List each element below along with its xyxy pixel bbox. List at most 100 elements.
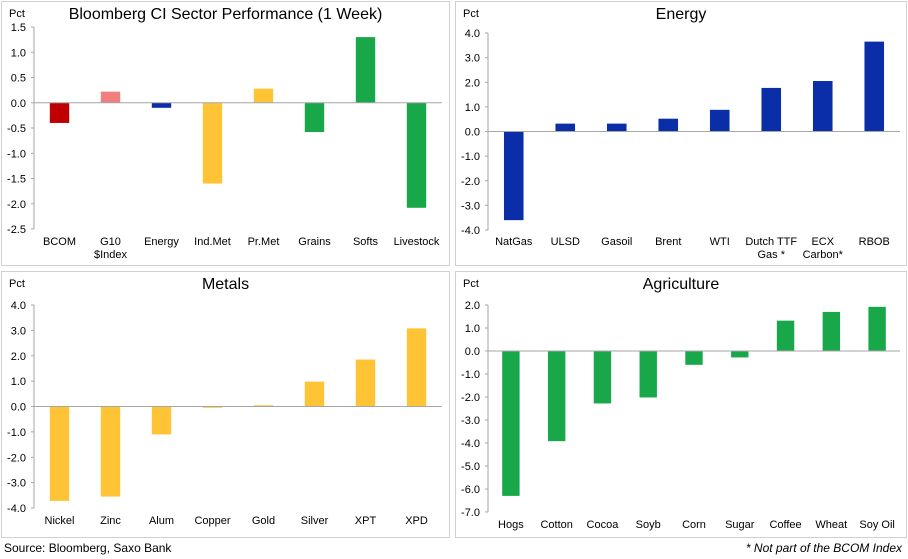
bar bbox=[503, 131, 524, 221]
x-tick-label: Ind.Met bbox=[194, 236, 231, 248]
y-tick-label: -3.0 bbox=[461, 200, 480, 212]
y-tick-label: 4.0 bbox=[465, 28, 480, 40]
x-tick-label: Soyb bbox=[636, 519, 661, 531]
y-tick-label: 0.0 bbox=[465, 346, 480, 358]
y-tick-label: 2.0 bbox=[465, 300, 480, 312]
source-note: Source: Bloomberg, Saxo Bank bbox=[4, 541, 172, 555]
metals-panel: Metals Pct -4.0 -3.0 -2.0 -1.0 0.0 1.0 2.0 3.0 4… bbox=[1, 271, 450, 538]
y-tick-label: -0.5 bbox=[7, 123, 26, 135]
footnote: * Not part of the BCOM Index bbox=[745, 541, 902, 555]
x-tick-label: G10 $Index bbox=[94, 236, 128, 261]
bar bbox=[355, 37, 376, 103]
bar bbox=[709, 109, 730, 132]
bar bbox=[776, 320, 795, 351]
x-tick-label: Cotton bbox=[540, 519, 572, 531]
bar bbox=[151, 406, 172, 435]
y-tick-label: -4.0 bbox=[7, 503, 26, 515]
bar bbox=[253, 88, 274, 103]
bar bbox=[100, 406, 121, 497]
x-tick-label: NatGas bbox=[495, 236, 533, 248]
x-tick-label: Pr.Met bbox=[248, 236, 280, 248]
x-tick-label: XPD bbox=[405, 515, 428, 527]
y-tick-label: -4.0 bbox=[461, 438, 480, 450]
bar bbox=[606, 123, 627, 132]
y-tick-label: 2.0 bbox=[11, 351, 26, 363]
unit-label: Pct bbox=[9, 278, 25, 290]
y-tick-label: 1.5 bbox=[11, 22, 26, 34]
bar bbox=[253, 405, 274, 407]
x-tick-label: RBOB bbox=[859, 236, 890, 248]
y-tick-label: -2.0 bbox=[461, 176, 480, 188]
bar bbox=[822, 311, 841, 351]
y-tick-label: -1.0 bbox=[7, 148, 26, 160]
x-tick-label: Copper bbox=[194, 515, 230, 527]
x-tick-label: Livestock bbox=[394, 236, 440, 248]
bar bbox=[868, 306, 886, 351]
bar bbox=[639, 351, 657, 398]
y-tick-label: -2.5 bbox=[7, 224, 26, 236]
x-tick-label: WTI bbox=[710, 236, 730, 248]
unit-label: Pct bbox=[9, 8, 25, 20]
y-tick-label: 3.0 bbox=[465, 53, 480, 65]
y-tick-label: 4.0 bbox=[11, 300, 26, 312]
bar bbox=[658, 118, 679, 132]
chart-plot: -4.0 -3.0 -2.0 -1.0 0.0 1.0 2.0 3.0 4.0 NatGas ULS… bbox=[461, 28, 900, 261]
y-tick-label: -1.0 bbox=[461, 369, 480, 381]
x-tick-label: Sugar bbox=[725, 519, 755, 531]
bar bbox=[100, 91, 121, 103]
bar bbox=[49, 102, 70, 123]
x-tick-label: Corn bbox=[682, 519, 706, 531]
x-tick-label: ECX Carbon* bbox=[803, 236, 844, 261]
bar bbox=[593, 351, 612, 404]
x-tick-label: Brent bbox=[655, 236, 681, 248]
unit-label: Pct bbox=[463, 8, 479, 20]
bar bbox=[202, 406, 223, 408]
y-tick-label: 2.0 bbox=[465, 77, 480, 89]
y-tick-label: -2.0 bbox=[7, 452, 26, 464]
bar bbox=[304, 102, 325, 133]
bar bbox=[202, 102, 223, 184]
x-tick-label: Softs bbox=[353, 236, 379, 248]
y-tick-label: 0.5 bbox=[11, 73, 26, 85]
bar bbox=[502, 351, 520, 496]
y-tick-label: -5.0 bbox=[461, 461, 480, 473]
bar bbox=[406, 328, 427, 407]
bar bbox=[685, 351, 703, 365]
y-tick-label: -7.0 bbox=[461, 507, 480, 519]
x-tick-label: Silver bbox=[301, 515, 329, 527]
energy-panel: Energy Pct -4.0 -3.0 -2.0 -1.0 0.0 1.0 2.0 3.0 4… bbox=[455, 1, 907, 266]
x-tick-label: Nickel bbox=[45, 515, 75, 527]
chart-plot: -2.5 -2.0 -1.5 -1.0 -0.5 0.0 0.5 1.0 1.5 BCOM G10 $… bbox=[7, 22, 442, 261]
chart-title: Metals bbox=[201, 276, 250, 293]
bar bbox=[406, 102, 427, 208]
y-tick-label: -4.0 bbox=[461, 225, 480, 237]
x-tick-label: Gold bbox=[252, 515, 275, 527]
x-tick-label: Grains bbox=[298, 236, 331, 248]
bar bbox=[304, 381, 325, 407]
unit-label: Pct bbox=[463, 278, 479, 290]
bar bbox=[731, 351, 749, 358]
chart-title: Bloomberg CI Sector Performance (1 Week) bbox=[68, 6, 383, 23]
y-tick-label: 3.0 bbox=[11, 325, 26, 337]
x-tick-label: BCOM bbox=[43, 236, 76, 248]
y-tick-label: 0.0 bbox=[465, 127, 480, 139]
x-tick-label: Zinc bbox=[100, 515, 121, 527]
x-tick-label: Dutch TTF Gas * bbox=[745, 236, 797, 261]
x-tick-label: Energy bbox=[144, 236, 179, 248]
chart-title: Agriculture bbox=[642, 276, 720, 293]
y-tick-label: -1.0 bbox=[461, 151, 480, 163]
bar bbox=[355, 359, 376, 407]
bar bbox=[761, 87, 782, 132]
sector-performance-panel: Bloomberg CI Sector Performance (1 Week)… bbox=[1, 1, 450, 266]
bar bbox=[812, 81, 833, 132]
x-tick-label: Wheat bbox=[815, 519, 847, 531]
agriculture-panel: Agriculture Pct -7.0 -6.0 -5.0 -4.0 -3.0 -2.0… bbox=[455, 271, 907, 538]
x-tick-label: Coffee bbox=[769, 519, 801, 531]
x-tick-label: Cocoa bbox=[587, 519, 620, 531]
chart-title: Energy bbox=[655, 6, 707, 23]
bar bbox=[555, 123, 576, 132]
bar bbox=[151, 102, 172, 108]
y-tick-label: 1.0 bbox=[11, 376, 26, 388]
y-tick-label: 1.0 bbox=[11, 47, 26, 59]
chart-plot: -4.0 -3.0 -2.0 -1.0 0.0 1.0 2.0 3.0 4.0 Nickel Zin… bbox=[7, 300, 442, 527]
